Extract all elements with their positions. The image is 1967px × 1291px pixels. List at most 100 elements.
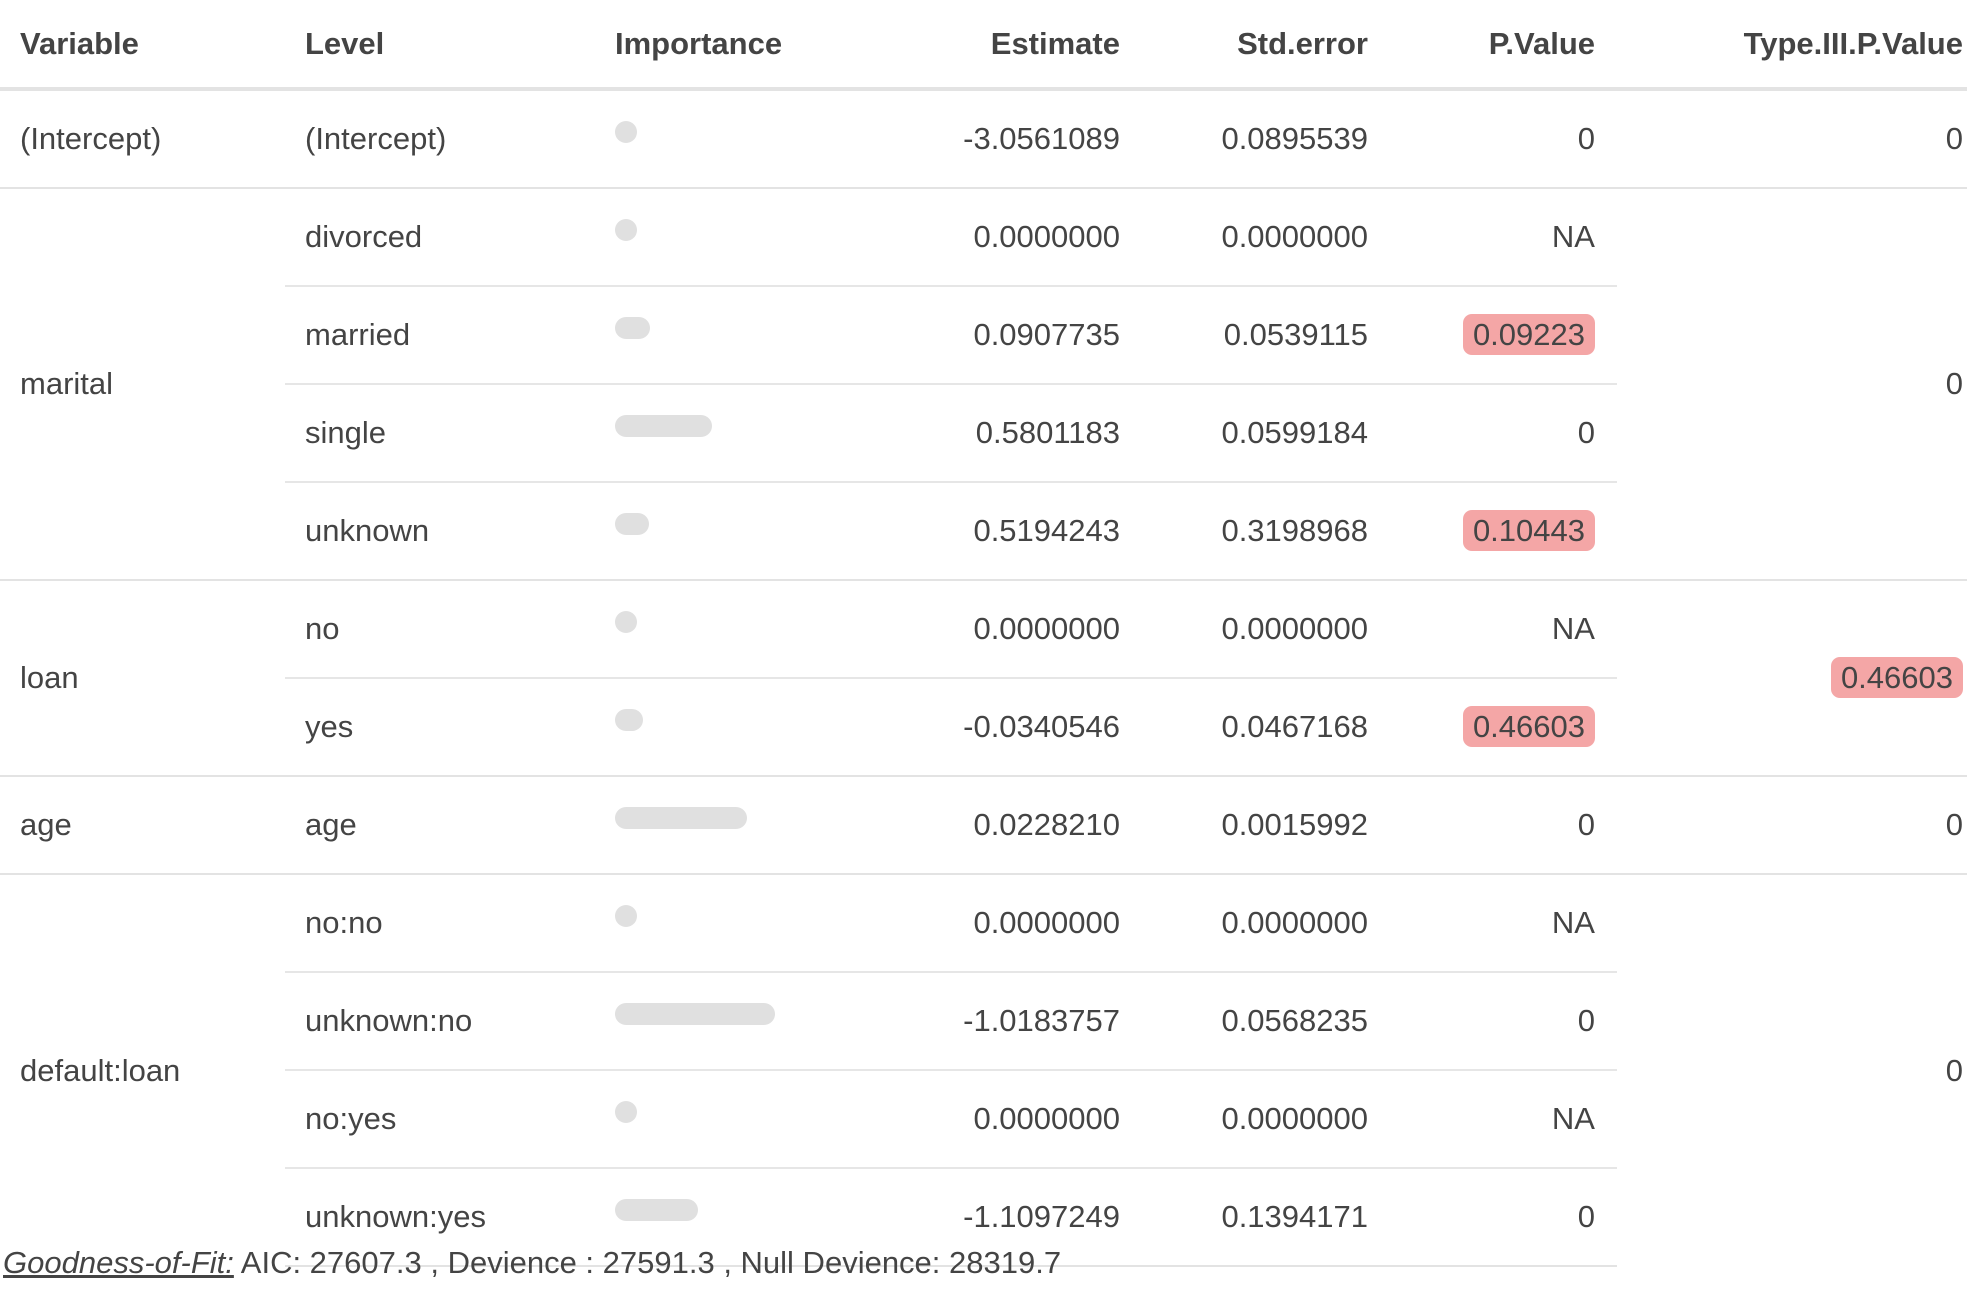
std-error-cell: 0.0568235 bbox=[1142, 971, 1390, 1070]
table-row: unknown 0.5194243 0.3198968 0.10443 bbox=[0, 481, 1967, 580]
importance-bar bbox=[615, 1199, 699, 1221]
p-value-cell-text: NA bbox=[1551, 611, 1595, 646]
table-row: unknown:no -1.0183757 0.0568235 0 bbox=[0, 971, 1967, 1070]
std-error-cell-text: 0.1394171 bbox=[1221, 1199, 1368, 1234]
estimate-cell: -1.0183757 bbox=[880, 971, 1142, 1070]
level-cell-text: single bbox=[305, 415, 386, 450]
estimate-cell: -3.0561089 bbox=[880, 88, 1142, 188]
level-cell: unknown:no bbox=[285, 971, 590, 1070]
std-error-cell-text: 0.0895539 bbox=[1221, 121, 1368, 156]
level-cell: yes bbox=[285, 677, 590, 776]
p-value-cell: 0.46603 bbox=[1390, 677, 1617, 776]
col-header-p-value: P.Value bbox=[1390, 0, 1617, 91]
highlight-badge: 0.10443 bbox=[1462, 510, 1595, 551]
estimate-cell: 0.0000000 bbox=[880, 579, 1142, 678]
std-error-cell-text: 0.0000000 bbox=[1221, 219, 1368, 254]
importance-bar bbox=[615, 121, 637, 143]
std-error-cell-text: 0.0539115 bbox=[1223, 317, 1368, 352]
table-row: yes -0.0340546 0.0467168 0.46603 bbox=[0, 677, 1967, 776]
importance-cell bbox=[590, 775, 880, 874]
estimate-cell: 0.5194243 bbox=[880, 481, 1142, 580]
estimate-cell-text: -1.0183757 bbox=[963, 1003, 1120, 1038]
estimate-cell: 0.0000000 bbox=[880, 873, 1142, 972]
level-cell: married bbox=[285, 285, 590, 384]
std-error-cell-text: 0.0015992 bbox=[1221, 807, 1368, 842]
table-row: age age 0.0228210 0.0015992 0 0 bbox=[0, 775, 1967, 874]
p-value-cell-text: 0 bbox=[1577, 1199, 1595, 1234]
std-error-cell-text: 0.3198968 bbox=[1221, 513, 1368, 548]
importance-cell bbox=[590, 285, 880, 384]
level-cell: unknown:yes bbox=[285, 1167, 590, 1267]
estimate-cell-text: 0.5194243 bbox=[973, 513, 1120, 548]
variable-cell: marital bbox=[0, 187, 285, 580]
p-value-cell-text: NA bbox=[1551, 905, 1595, 940]
col-header-estimate: Estimate bbox=[880, 0, 1142, 91]
p-value-cell: NA bbox=[1390, 187, 1617, 286]
p-value-cell: NA bbox=[1390, 873, 1617, 972]
level-cell-text: unknown:no bbox=[305, 1003, 473, 1038]
table-row: (Intercept) (Intercept) -3.0561089 0.089553… bbox=[0, 88, 1967, 188]
level-cell: divorced bbox=[285, 187, 590, 286]
estimate-cell-text: -0.0340546 bbox=[963, 709, 1120, 744]
estimate-cell-text: -1.1097249 bbox=[963, 1199, 1120, 1234]
estimate-cell: 0.0000000 bbox=[880, 1069, 1142, 1168]
estimate-cell: 0.0907735 bbox=[880, 285, 1142, 384]
goodness-of-fit: Goodness-of-Fit: AIC: 27607.3 , Devience… bbox=[3, 1245, 1061, 1281]
importance-cell bbox=[590, 383, 880, 482]
p-value-cell: 0.10443 bbox=[1390, 481, 1617, 580]
header-row: Variable Level Importance Estimate Std.e… bbox=[0, 0, 1967, 91]
estimate-cell-text: 0.0000000 bbox=[973, 611, 1120, 646]
variable-cell-text: default:loan bbox=[20, 1052, 181, 1088]
estimate-cell-text: 0.0000000 bbox=[973, 1101, 1120, 1136]
std-error-cell: 0.0000000 bbox=[1142, 1069, 1390, 1168]
estimate-cell: 0.0000000 bbox=[880, 187, 1142, 286]
goodness-of-fit-values: AIC: 27607.3 , Devience : 27591.3 , Null… bbox=[233, 1245, 1062, 1280]
table-row: default:loan no:no 0.0000000 0.0000000 NA 0 bbox=[0, 873, 1967, 1266]
type3-p-value-cell-text: 0 bbox=[1945, 121, 1963, 156]
importance-cell bbox=[590, 971, 880, 1070]
std-error-cell: 0.3198968 bbox=[1142, 481, 1390, 580]
estimate-cell: 0.0228210 bbox=[880, 775, 1142, 874]
importance-bar bbox=[615, 709, 643, 731]
importance-cell bbox=[590, 579, 880, 678]
p-value-cell: 0 bbox=[1390, 775, 1617, 874]
table-row: loan no 0.0000000 0.0000000 NA 0.46603 bbox=[0, 579, 1967, 776]
importance-cell bbox=[590, 873, 880, 972]
col-header-level: Level bbox=[285, 0, 590, 91]
p-value-cell: 0.09223 bbox=[1390, 285, 1617, 384]
level-cell-text: no:no bbox=[305, 905, 383, 940]
type3-p-value-cell: 0 bbox=[1617, 187, 1967, 580]
importance-cell bbox=[590, 481, 880, 580]
col-header-std-error: Std.error bbox=[1142, 0, 1390, 91]
p-value-cell-text: NA bbox=[1551, 219, 1595, 254]
level-cell-text: unknown:yes bbox=[305, 1199, 486, 1234]
p-value-cell: NA bbox=[1390, 1069, 1617, 1168]
table-row: single 0.5801183 0.0599184 0 bbox=[0, 383, 1967, 482]
std-error-cell: 0.0000000 bbox=[1142, 579, 1390, 678]
p-value-cell-text: 0 bbox=[1577, 415, 1595, 450]
level-cell-text: divorced bbox=[305, 219, 423, 254]
importance-bar bbox=[615, 611, 637, 633]
estimate-cell-text: 0.5801183 bbox=[975, 415, 1120, 450]
variable-cell-text: (Intercept) bbox=[20, 121, 162, 156]
estimate-cell-text: -3.0561089 bbox=[963, 121, 1120, 156]
col-header-importance: Importance bbox=[590, 0, 880, 91]
variable-cell: (Intercept) bbox=[0, 88, 285, 188]
importance-cell bbox=[590, 88, 880, 188]
level-cell-text: (Intercept) bbox=[305, 121, 447, 156]
std-error-cell: 0.0599184 bbox=[1142, 383, 1390, 482]
p-value-cell: 0 bbox=[1390, 971, 1617, 1070]
importance-bar bbox=[615, 513, 650, 535]
importance-bar bbox=[615, 219, 637, 241]
std-error-cell: 0.0467168 bbox=[1142, 677, 1390, 776]
estimate-cell: 0.5801183 bbox=[880, 383, 1142, 482]
estimate-cell: -1.1097249 bbox=[880, 1167, 1142, 1267]
table-row: marital divorced 0.0000000 0.0000000 NA 0 bbox=[0, 187, 1967, 580]
variable-cell: default:loan bbox=[0, 873, 285, 1266]
p-value-cell-text: NA bbox=[1551, 1101, 1595, 1136]
importance-cell bbox=[590, 677, 880, 776]
importance-bar bbox=[615, 1101, 637, 1123]
variable-cell: loan bbox=[0, 579, 285, 776]
level-cell-text: no bbox=[305, 611, 340, 646]
